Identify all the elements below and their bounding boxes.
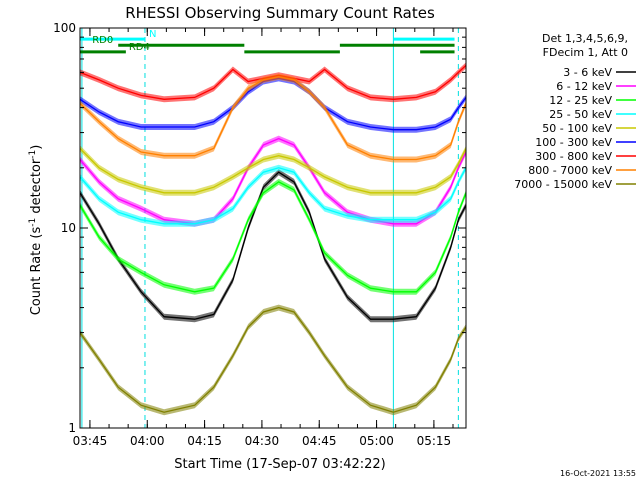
legend-label: 50 - 100 keV	[542, 122, 612, 135]
x-tick-label: 04:00	[130, 434, 165, 448]
y-tick-label: 1	[68, 421, 76, 435]
series-line	[79, 147, 467, 194]
series-line	[79, 306, 467, 413]
legend-label: 25 - 50 keV	[549, 108, 612, 121]
x-tick-label: 04:15	[187, 434, 222, 448]
legend: Det 1,3,4,5,6,9, FDecim 1, Att 0 3 - 6 k…	[514, 32, 636, 191]
series-band	[80, 145, 466, 196]
plot-frame	[79, 27, 467, 429]
legend-header-1: Det 1,3,4,5,6,9,	[542, 32, 628, 45]
series-band	[80, 304, 466, 416]
series-line	[79, 181, 467, 293]
plot-area: N RD0 RD4	[80, 28, 459, 428]
legend-label: 12 - 25 keV	[549, 94, 612, 107]
x-tick-label: 05:15	[417, 434, 452, 448]
legend-label: 300 - 800 keV	[535, 150, 612, 163]
series-line	[79, 77, 467, 131]
legend-header-2: FDecim 1, Att 0	[543, 46, 628, 59]
series-line	[79, 171, 467, 320]
y-axis-label: Count Rate (s-1 detector-1)	[28, 145, 44, 316]
axes-group: 1 10 100 03:45 04:00 04:15 04:30 04:45 05:00 05:1…	[53, 21, 467, 448]
series-group	[79, 62, 467, 416]
legend-label: 3 - 6 keV	[563, 66, 612, 79]
x-tick-label: 03:45	[73, 434, 108, 448]
x-tick-label: 04:45	[302, 434, 337, 448]
series-line	[79, 167, 467, 225]
chart-title: RHESSI Observing Summary Count Rates	[125, 4, 435, 22]
x-tick-label: 05:00	[359, 434, 394, 448]
state-bar-label: RD4	[129, 42, 150, 53]
footer-timestamp: 16-Oct-2021 13:55	[560, 469, 636, 478]
state-bar-label: RD0	[92, 35, 113, 46]
series-band	[80, 178, 466, 295]
y-tick-label: 100	[53, 21, 76, 35]
legend-label: 800 - 7000 keV	[528, 164, 612, 177]
series-band	[80, 75, 466, 133]
legend-label: 100 - 300 keV	[535, 136, 612, 149]
state-bar-label: N	[149, 29, 156, 40]
series-line	[79, 76, 467, 161]
legend-label: 6 - 12 keV	[556, 80, 612, 93]
y-tick-label: 10	[61, 221, 76, 235]
series-band	[80, 73, 466, 163]
legend-label: 7000 - 15000 keV	[514, 178, 612, 191]
x-tick-label: 04:30	[245, 434, 280, 448]
x-axis-label: Start Time (17-Sep-07 03:42:22)	[174, 457, 385, 472]
